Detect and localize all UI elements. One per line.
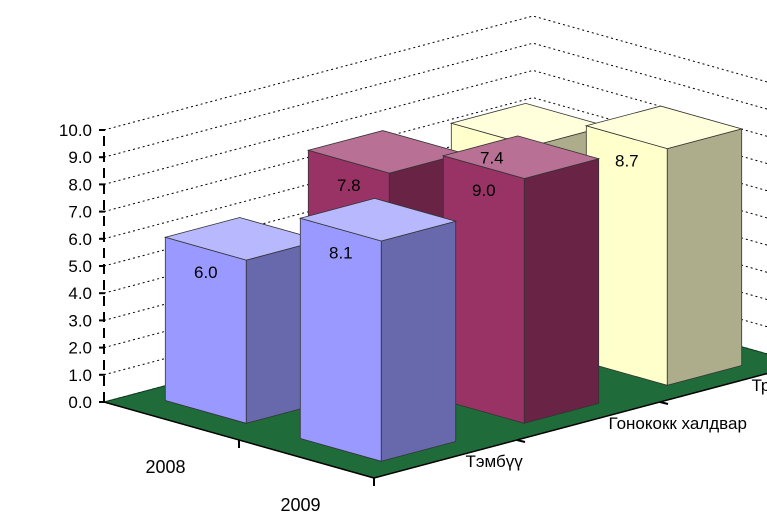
z-tick xyxy=(660,402,668,404)
series-label: Гонококк халдвар xyxy=(609,414,747,433)
y-tick-label: 8.0 xyxy=(68,175,92,194)
data-label: 7.8 xyxy=(337,176,361,195)
bar-0-1 xyxy=(300,198,455,461)
x-tick-label-2009: 2009 xyxy=(280,495,320,512)
series-label: Тэмбүү xyxy=(466,452,524,471)
bar-2-1 xyxy=(586,106,741,385)
data-label: 9.0 xyxy=(472,181,496,200)
y-tick-label: 6.0 xyxy=(68,230,92,249)
data-label: 8.1 xyxy=(329,244,353,263)
y-tick-label: 5.0 xyxy=(68,257,92,276)
bar-side xyxy=(667,129,741,385)
y-tick-label: 4.0 xyxy=(68,284,92,303)
y-tick-label: 7.0 xyxy=(68,203,92,222)
bar-1-1 xyxy=(443,136,598,423)
y-tick-label: 2.0 xyxy=(68,339,92,358)
y-tick-label: 10.0 xyxy=(59,121,92,140)
bar-side xyxy=(524,159,598,424)
y-tick-label: 0.0 xyxy=(68,393,92,412)
series-label: Трихомониаз xyxy=(752,376,767,395)
y-tick-label: 9.0 xyxy=(68,148,92,167)
z-tick xyxy=(517,440,525,442)
bar-0-0 xyxy=(165,218,320,424)
chart-bars xyxy=(165,103,741,461)
bar-side xyxy=(381,221,455,461)
x-tick-label-2008: 2008 xyxy=(145,457,185,477)
data-label: 8.7 xyxy=(615,151,639,170)
data-label: 7.4 xyxy=(480,149,504,168)
y-tick-label: 1.0 xyxy=(68,366,92,385)
data-label: 6.0 xyxy=(194,263,218,282)
y-tick-label: 3.0 xyxy=(68,311,92,330)
